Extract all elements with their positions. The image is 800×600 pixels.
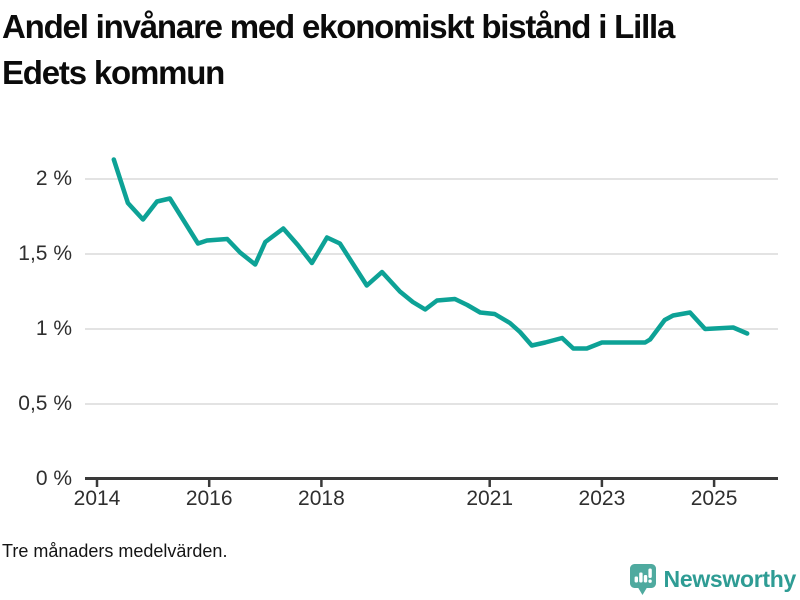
newsworthy-logo: Newsworthy: [629, 562, 796, 596]
newsworthy-logo-text: Newsworthy: [663, 566, 797, 592]
data-line: [111, 157, 750, 351]
newsworthy-barchart-speech-bubble-icon: [629, 563, 656, 595]
chart-title-line-2: Edets kommun: [2, 54, 225, 91]
chart-footnote: Tre månaders medelvärden.: [2, 541, 228, 561]
chart-title: Andel invånare med ekonomiskt bistånd i …: [2, 4, 798, 96]
chart-title-line-1: Andel invånare med ekonomiskt bistånd i …: [2, 8, 675, 45]
